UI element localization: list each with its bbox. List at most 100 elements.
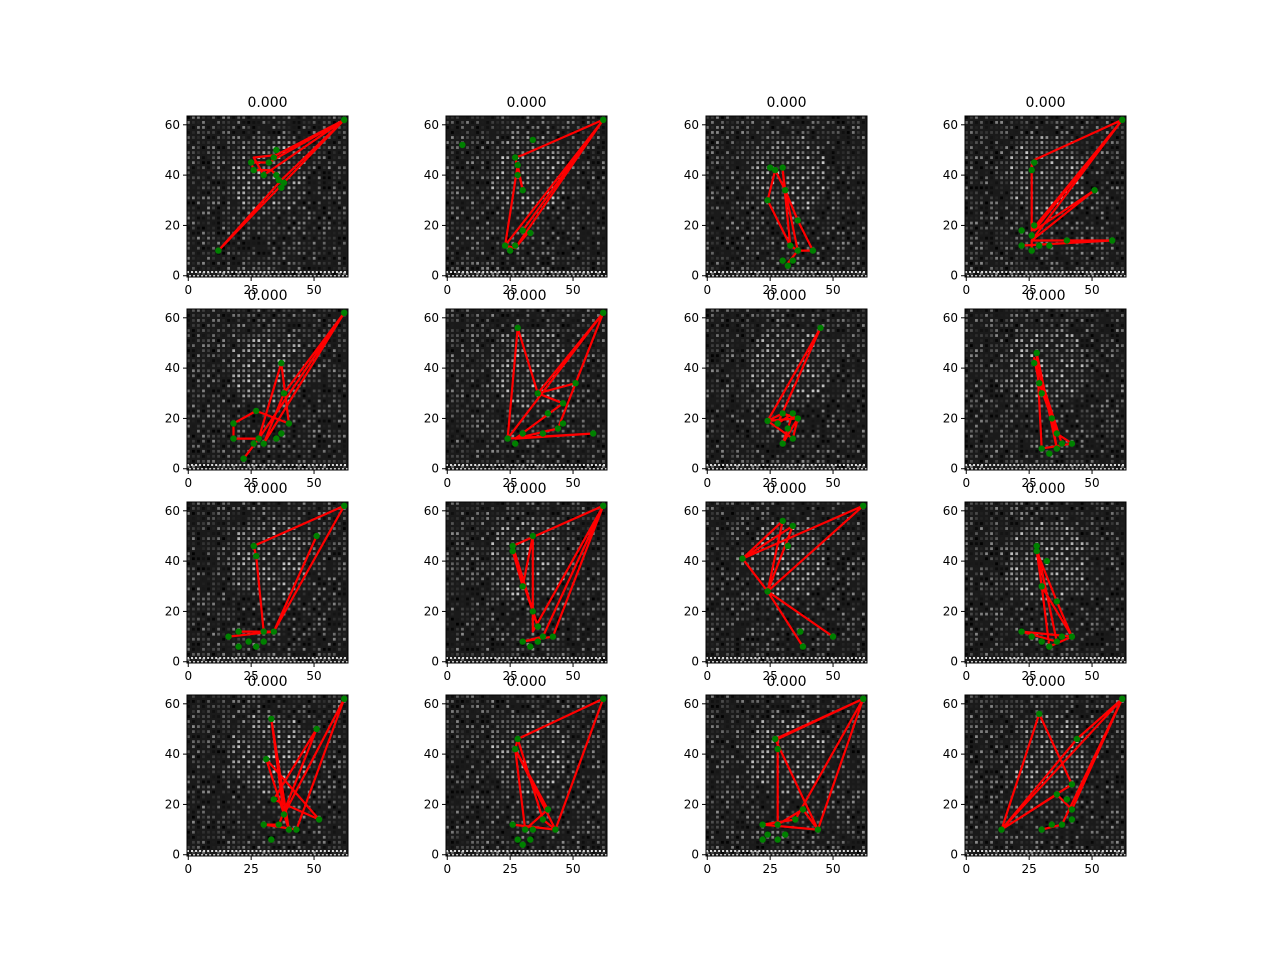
y-tick-label: 40: [424, 361, 439, 375]
keypoint: [1028, 166, 1035, 174]
keypoint: [779, 440, 786, 447]
x-tick-label: 50: [306, 669, 321, 683]
y-tick-label: 60: [165, 504, 180, 518]
keypoint: [559, 420, 567, 427]
keypoint-path: [1021, 118, 1124, 251]
x-tick-label: 50: [825, 476, 840, 490]
keypoint: [278, 184, 285, 191]
axes-frame: [705, 308, 868, 471]
plot-area: [446, 502, 607, 663]
keypoint: [514, 161, 521, 169]
x-tick-label: 25: [503, 283, 518, 297]
x-tick-label: 25: [244, 283, 259, 297]
panel: 0 25 50 0 20 40 60 0.000: [165, 288, 349, 490]
keypoint: [230, 435, 237, 442]
y-tick-label: 20: [424, 218, 439, 232]
keypoint: [240, 455, 247, 462]
x-tick-label: 0: [184, 283, 192, 297]
plot-area: [965, 309, 1126, 470]
keypoint: [273, 171, 280, 179]
x-tick-label: 0: [443, 283, 451, 297]
keypoint: [784, 542, 791, 550]
keypoint: [1033, 547, 1040, 555]
keypoint: [782, 187, 789, 194]
y-tick-label: 0: [950, 848, 958, 862]
keypoint: [509, 821, 516, 828]
y-tick-label: 20: [684, 604, 699, 618]
keypoint: [509, 547, 516, 555]
panel-title: 0.000: [506, 95, 546, 111]
keypoint: [1073, 735, 1081, 743]
keypoint: [774, 745, 781, 753]
keypoint: [501, 242, 509, 249]
keypoint-path: [228, 504, 346, 638]
panel-title: 0.000: [506, 674, 546, 690]
y-tick-label: 40: [684, 168, 699, 182]
keypoint: [600, 309, 607, 316]
keypoint: [789, 522, 796, 530]
plot-area: [187, 309, 348, 470]
y-tick-label: 20: [165, 411, 180, 425]
x-tick-label: 50: [825, 669, 840, 683]
x-tick-label: 0: [443, 669, 451, 683]
keypoint: [797, 628, 804, 635]
keypoint: [998, 826, 1005, 833]
keypoint: [260, 628, 267, 635]
panel: 0 25 50 0 20 40 60 0.000: [943, 288, 1127, 490]
keypoint: [759, 821, 766, 828]
keypoint: [527, 836, 534, 843]
keypoint: [600, 695, 607, 702]
keypoint: [1031, 222, 1038, 229]
keypoint: [1119, 116, 1126, 124]
keypoint: [1048, 415, 1056, 422]
y-tick-label: 0: [691, 462, 699, 476]
keypoint: [794, 247, 801, 254]
keypoint-path: [511, 504, 605, 643]
plot-area: [446, 116, 607, 277]
keypoint: [529, 608, 536, 615]
keypoint: [253, 643, 260, 650]
panel: 0 25 50 0 20 40 60 0.000: [165, 481, 349, 683]
axes-frame: [705, 115, 868, 278]
keypoint: [1058, 440, 1066, 447]
keypoint: [260, 171, 267, 179]
keypoint: [1038, 445, 1045, 452]
y-tick-label: 0: [431, 269, 439, 283]
x-tick-label: 50: [1084, 862, 1099, 876]
keypoint: [514, 735, 521, 743]
panel-title: 0.000: [766, 95, 806, 111]
keypoint: [1018, 628, 1025, 635]
keypoint: [1036, 242, 1043, 249]
keypoint: [285, 826, 293, 833]
keypoint: [817, 324, 824, 332]
y-tick-label: 40: [943, 747, 958, 761]
keypoint: [519, 187, 526, 194]
keypoint: [519, 430, 526, 437]
keypoint: [280, 811, 288, 818]
keypoint: [829, 633, 837, 640]
keypoint: [814, 826, 822, 833]
y-tick-label: 60: [165, 697, 180, 711]
keypoint: [1038, 390, 1045, 397]
keypoint: [772, 735, 779, 743]
x-tick-label: 50: [1084, 476, 1099, 490]
keypoint: [250, 542, 257, 550]
keypoint: [529, 826, 536, 833]
keypoint-path: [1021, 544, 1074, 648]
panel: 0 25 50 0 20 40 60 0.000: [684, 481, 868, 683]
x-tick-label: 25: [1022, 669, 1037, 683]
keypoint: [529, 136, 536, 144]
x-tick-label: 0: [443, 862, 451, 876]
keypoint: [245, 638, 252, 645]
y-tick-label: 20: [424, 797, 439, 811]
keypoint: [250, 440, 257, 447]
y-tick-label: 40: [684, 554, 699, 568]
keypoint: [1043, 557, 1051, 565]
keypoint: [230, 420, 237, 427]
x-tick-label: 25: [244, 669, 259, 683]
keypoint: [265, 159, 272, 166]
keypoint: [250, 166, 257, 174]
keypoint: [268, 836, 275, 843]
x-tick-label: 25: [1022, 862, 1037, 876]
y-tick-label: 0: [950, 269, 958, 283]
